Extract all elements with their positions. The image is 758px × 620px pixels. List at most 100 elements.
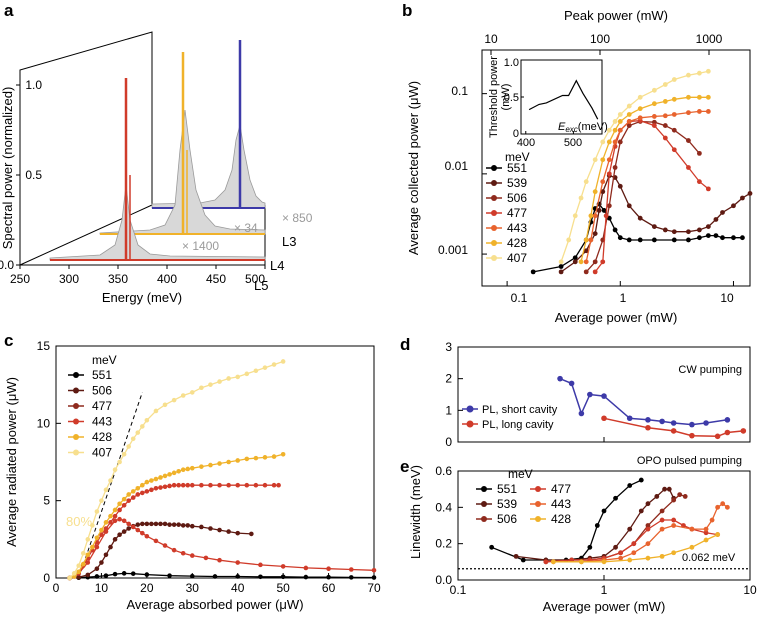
c-point-443: [158, 485, 163, 490]
c-legend-label-428: 428: [92, 430, 112, 444]
b-legend-title: meV: [505, 150, 530, 164]
d-point-1: [689, 432, 695, 439]
c-point-407: [144, 417, 150, 423]
e-xtick-0: 0.1: [450, 583, 467, 597]
c-point-407: [140, 424, 145, 429]
c-point-428: [140, 482, 145, 488]
b-point-506: [606, 203, 612, 209]
b-point-539: [572, 259, 578, 265]
e-point-539: [662, 486, 667, 492]
b-point-428: [651, 101, 657, 107]
l4-scale-label: × 34: [234, 221, 258, 235]
e-point-506: [682, 494, 688, 499]
b-point-428: [612, 127, 618, 133]
c-xlabel: Average absorbed power (μW): [126, 597, 303, 612]
c-xtick-0: 0: [53, 581, 60, 595]
c-legend-marker-506: [73, 387, 79, 394]
e-legend-marker-477: [535, 486, 541, 492]
c-plot-area: [67, 359, 377, 581]
b-point-407: [617, 112, 623, 117]
b-point-539: [600, 189, 606, 195]
e-point-428: [550, 559, 556, 565]
c-point-428: [162, 473, 168, 479]
b-xtick-2: 10: [720, 291, 734, 305]
c-point-407: [271, 362, 277, 367]
b-point-428: [671, 96, 677, 102]
d-point-1: [670, 428, 677, 434]
b-point-443: [705, 109, 711, 114]
c-point-551: [258, 574, 263, 580]
c-point-428: [208, 462, 213, 468]
c-legend-marker-428: [73, 434, 79, 440]
b-point-428: [617, 119, 623, 124]
b-point-551: [740, 235, 745, 241]
c-point-407: [90, 523, 95, 528]
d-point-1: [740, 428, 747, 434]
d-ytick-0: 0: [445, 435, 452, 449]
c-xtick-1: 10: [95, 581, 109, 595]
c-point-477: [280, 564, 286, 569]
c-point-407: [280, 359, 286, 364]
b-legend-marker-539: [491, 180, 497, 186]
c-point-477: [303, 565, 309, 571]
b-point-506: [696, 150, 702, 156]
d-plot-area: [557, 375, 747, 440]
d-ytick-1: 1: [445, 403, 452, 417]
gray-spectrum-l3: [151, 124, 266, 209]
c-point-428: [262, 455, 268, 460]
b-point-551: [530, 269, 536, 275]
c-point-477: [162, 543, 168, 548]
e-point-428: [578, 559, 584, 565]
b-point-407: [626, 103, 632, 109]
b-point-407: [600, 139, 606, 145]
c-point-443: [253, 482, 259, 488]
c-point-443: [99, 532, 104, 537]
b-point-443: [662, 113, 668, 119]
a-ytick-0: 0.0: [0, 258, 14, 272]
c-point-428: [189, 465, 195, 471]
b-point-539: [583, 248, 589, 254]
d-point-0: [626, 415, 633, 422]
c-point-506: [117, 532, 122, 537]
c-legend-label-551: 551: [92, 368, 112, 382]
c-xtick-6: 60: [322, 581, 336, 595]
b-point-539: [662, 227, 668, 233]
b-point-477: [662, 135, 668, 141]
b-point-539: [696, 227, 702, 233]
c-point-443: [171, 482, 177, 488]
e-point-539: [666, 486, 672, 492]
a-xtick-1: 300: [59, 272, 79, 286]
c-point-506: [121, 529, 127, 534]
c-point-506: [217, 527, 222, 533]
c-legend-label-506: 506: [92, 384, 112, 398]
e-point-506: [645, 523, 651, 528]
b-inset-ytick-0: 0: [513, 128, 519, 140]
c-point-443: [180, 482, 186, 488]
b-point-477: [606, 171, 612, 177]
c-point-407: [199, 385, 204, 391]
e-point-551: [638, 477, 644, 483]
c-point-443: [135, 492, 141, 497]
d-legend-marker-0: [466, 405, 474, 413]
b-legend-label-551: 551: [507, 161, 527, 175]
e-point-477: [703, 530, 709, 536]
c-point-506: [103, 552, 109, 558]
c-legend-marker-551: [73, 372, 79, 378]
e-point-443: [720, 501, 726, 507]
b-point-407: [662, 82, 668, 87]
c-point-506: [180, 523, 186, 528]
b-point-551: [651, 237, 657, 243]
b-point-506: [626, 123, 632, 128]
d-point-0: [703, 420, 709, 426]
c-point-477: [121, 518, 127, 524]
e-xtick-2: 10: [743, 583, 757, 597]
b-point-477: [651, 123, 657, 128]
b-legend-label-506: 506: [507, 191, 527, 205]
b-point-506: [651, 119, 657, 125]
a-ytick-1: 0.5: [25, 168, 42, 182]
b-series-428: [580, 96, 709, 263]
d-point-0: [689, 421, 695, 428]
c-point-428: [153, 476, 159, 482]
c-point-506: [140, 521, 145, 527]
